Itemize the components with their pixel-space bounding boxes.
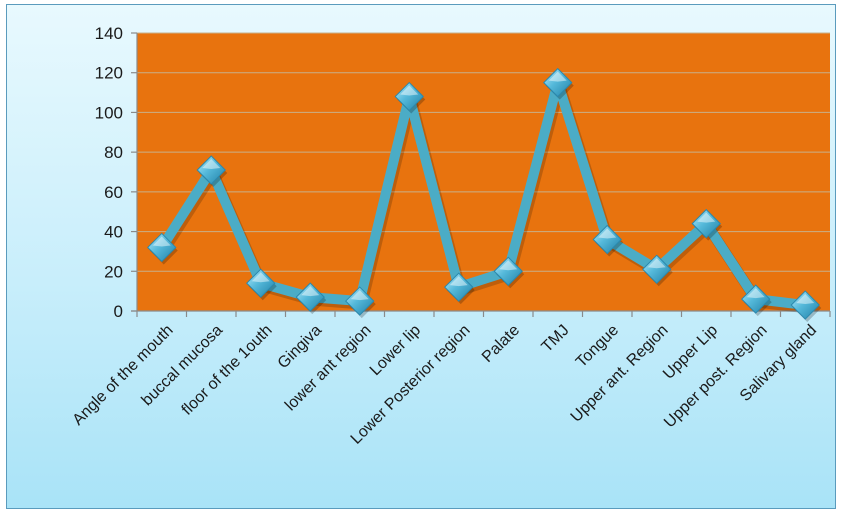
x-tick-label: Tongue: [573, 322, 622, 371]
data-point: [444, 272, 475, 305]
data-point: [543, 67, 574, 100]
data-point: [790, 290, 822, 323]
data-point: [691, 208, 723, 241]
data-point: [741, 284, 772, 317]
data-point: [493, 256, 525, 289]
data-point: [246, 268, 277, 301]
x-tick-label: lower ant region: [282, 322, 375, 415]
y-tick-label: 120: [95, 64, 123, 83]
y-tick-label: 0: [114, 302, 123, 321]
x-tick-label: Gingiva: [275, 322, 325, 372]
y-tick-label: 20: [104, 262, 123, 281]
marker-layer: [147, 67, 822, 323]
data-point: [642, 254, 673, 287]
y-tick-label: 60: [104, 183, 123, 202]
y-tick-labels: 0 20 40 60 80 100 120 140: [95, 24, 123, 321]
data-point: [345, 286, 376, 319]
y-tick-label: 40: [104, 223, 123, 242]
axes: [131, 32, 831, 317]
x-tick-label: TMJ: [539, 322, 573, 356]
data-point: [295, 282, 327, 315]
data-point: [394, 81, 426, 114]
y-tick-label: 80: [104, 143, 123, 162]
plot-area: [137, 33, 830, 311]
y-tick-label: 100: [95, 103, 123, 122]
x-tick-label: floor of the 1outh: [179, 322, 276, 419]
data-point: [147, 232, 178, 265]
data-point: [592, 224, 624, 257]
y-tick-label: 140: [95, 24, 123, 43]
data-point: [196, 155, 228, 188]
x-tick-label: Palate: [479, 322, 523, 366]
x-tick-label: Upper ant. Region: [568, 322, 672, 426]
